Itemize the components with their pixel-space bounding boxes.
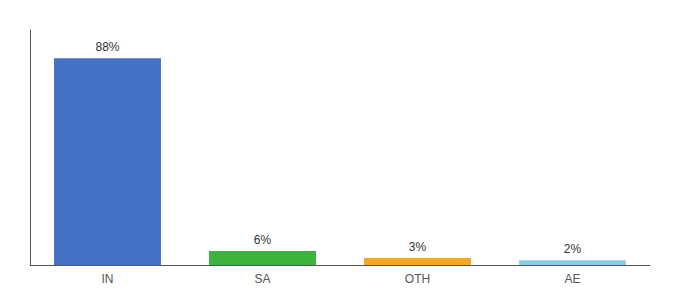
svg-text:3%: 3% xyxy=(409,240,427,254)
svg-text:SA: SA xyxy=(254,272,270,286)
svg-text:IN: IN xyxy=(102,272,114,286)
svg-text:6%: 6% xyxy=(254,233,272,247)
svg-text:AE: AE xyxy=(564,272,580,286)
svg-text:2%: 2% xyxy=(564,242,582,256)
svg-text:OTH: OTH xyxy=(405,272,430,286)
svg-text:88%: 88% xyxy=(95,40,119,54)
